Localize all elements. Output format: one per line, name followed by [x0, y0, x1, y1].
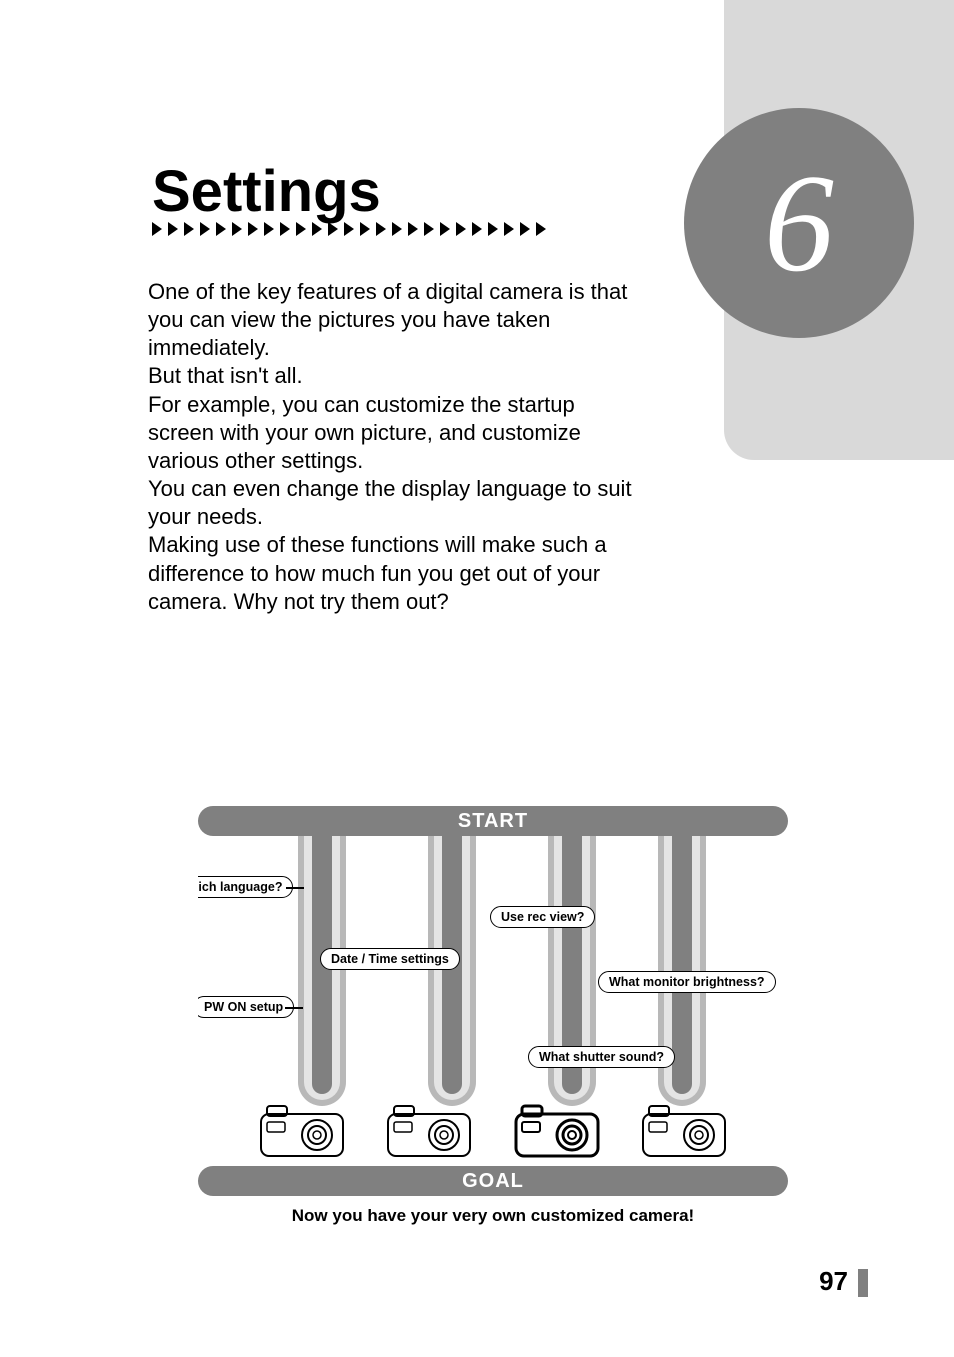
intro-p1: One of the key features of a digital cam…	[148, 278, 638, 362]
camera-icon	[257, 1102, 347, 1160]
intro-paragraphs: One of the key features of a digital cam…	[148, 278, 638, 616]
arrow-icon	[328, 222, 338, 236]
arrow-icon	[344, 222, 354, 236]
pill-datetime: Date / Time settings	[320, 948, 460, 970]
flow-area: Which language? Use rec view? Date / Tim…	[198, 836, 788, 1166]
leader-language	[286, 887, 304, 889]
pill-rec-view: Use rec view?	[490, 906, 595, 928]
chapter-number: 6	[764, 143, 834, 304]
flow-diagram: START Which language? Use rec view? Date…	[198, 806, 788, 1226]
arrow-icon	[184, 222, 194, 236]
page-number-mark	[858, 1269, 868, 1297]
leader-pw-on	[285, 1007, 303, 1009]
arrow-icon	[392, 222, 402, 236]
arrow-icon	[408, 222, 418, 236]
arrow-icon	[168, 222, 178, 236]
arrow-icon	[424, 222, 434, 236]
arrow-divider	[152, 222, 546, 236]
arrow-icon	[152, 222, 162, 236]
arrow-icon	[296, 222, 306, 236]
intro-p3: For example, you can customize the start…	[148, 391, 638, 475]
arrow-icon	[520, 222, 530, 236]
camera-icon	[384, 1102, 474, 1160]
arrow-icon	[440, 222, 450, 236]
diagram-caption: Now you have your very own customized ca…	[198, 1206, 788, 1226]
arrow-icon	[536, 222, 546, 236]
page-title: Settings	[152, 158, 381, 225]
pill-language: Which language?	[198, 876, 293, 898]
arrow-icon	[456, 222, 466, 236]
lane-1	[298, 836, 346, 1106]
arrow-icon	[232, 222, 242, 236]
intro-p4: You can even change the display language…	[148, 475, 638, 531]
page-number: 97	[819, 1266, 848, 1297]
arrow-icon	[504, 222, 514, 236]
pill-brightness: What monitor brightness?	[598, 971, 776, 993]
arrow-icon	[280, 222, 290, 236]
lane-2	[428, 836, 476, 1106]
camera-icon	[639, 1102, 729, 1160]
goal-bar: GOAL	[198, 1166, 788, 1196]
intro-p2: But that isn't all.	[148, 362, 638, 390]
arrow-icon	[248, 222, 258, 236]
pill-shutter: What shutter sound?	[528, 1046, 675, 1068]
arrow-icon	[472, 222, 482, 236]
arrow-icon	[312, 222, 322, 236]
arrow-icon	[488, 222, 498, 236]
arrow-icon	[200, 222, 210, 236]
chapter-circle: 6	[684, 108, 914, 338]
start-bar: START	[198, 806, 788, 836]
arrow-icon	[264, 222, 274, 236]
camera-row	[198, 1102, 788, 1160]
arrow-icon	[216, 222, 226, 236]
arrow-icon	[360, 222, 370, 236]
camera-icon	[512, 1102, 602, 1160]
pill-pw-on: PW ON setup	[198, 996, 294, 1018]
intro-p5: Making use of these functions will make …	[148, 531, 638, 615]
arrow-icon	[376, 222, 386, 236]
